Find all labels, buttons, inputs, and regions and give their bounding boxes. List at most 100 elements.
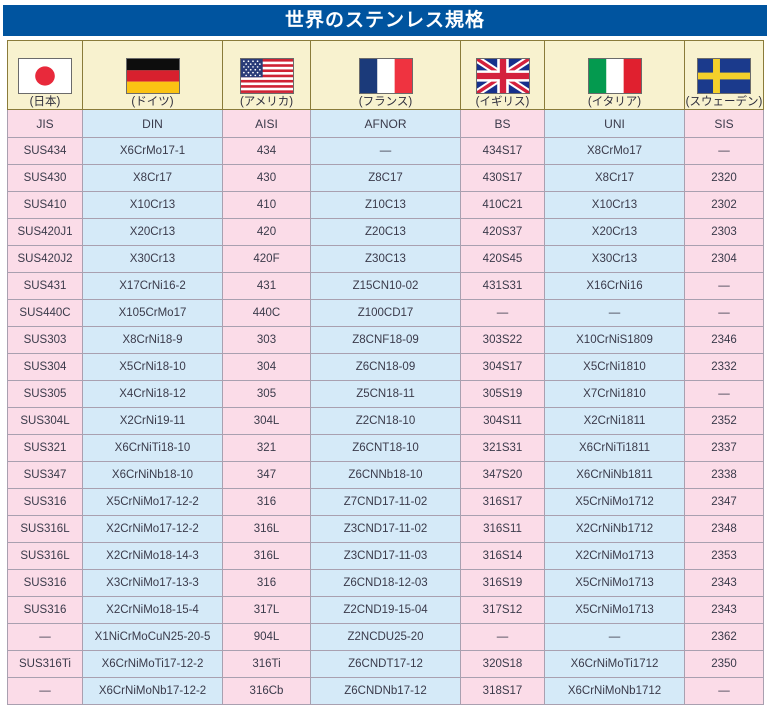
table-row: SUS410 X10Cr13 410 Z10C13 410C21 X10Cr13 2302 <box>7 191 764 219</box>
cell-aisi: 305 <box>222 380 311 408</box>
column-header-sis: SIS <box>684 109 764 138</box>
cell-bs: 317S12 <box>460 596 545 624</box>
flag-uk-icon <box>475 57 530 94</box>
table-row: SUS316 X2CrNiMo18-15-4 317L Z2CND19-15-04 31… <box>7 596 764 624</box>
cell-afnor: Z100CD17 <box>310 299 461 327</box>
cell-aisi: 420F <box>222 245 311 273</box>
cell-sis: 2337 <box>684 434 764 462</box>
cell-afnor: Z30C13 <box>310 245 461 273</box>
table-row: SUS316L X2CrNiMo18-14-3 316L Z3CND17-11-03 3… <box>7 542 764 570</box>
cell-uni: — <box>544 299 685 327</box>
cell-aisi: 410 <box>222 191 311 219</box>
column-header-bs: BS <box>460 109 545 138</box>
cell-afnor: Z2NCDU25-20 <box>310 623 461 651</box>
cell-sis: 2303 <box>684 218 764 246</box>
cell-jis: SUS321 <box>7 434 83 462</box>
cell-uni: — <box>544 623 685 651</box>
country-label: (イタリア) <box>587 95 642 108</box>
cell-afnor: Z3CND17-11-03 <box>310 542 461 570</box>
cell-jis: SUS316Ti <box>7 650 83 678</box>
flag-usa-icon <box>239 57 294 94</box>
cell-afnor: Z7CND17-11-02 <box>310 488 461 516</box>
cell-sis: — <box>684 272 764 300</box>
cell-bs: — <box>460 299 545 327</box>
cell-jis: SUS305 <box>7 380 83 408</box>
cell-bs: 303S22 <box>460 326 545 354</box>
cell-bs: 420S37 <box>460 218 545 246</box>
cell-jis: — <box>7 677 83 705</box>
cell-din: X2CrNiMo18-14-3 <box>82 542 223 570</box>
cell-sis: — <box>684 677 764 705</box>
cell-bs: 420S45 <box>460 245 545 273</box>
cell-uni: X2CrNiMo1713 <box>544 542 685 570</box>
cell-din: X17CrNi16-2 <box>82 272 223 300</box>
cell-uni: X10CrNiS1809 <box>544 326 685 354</box>
cell-bs: 316S17 <box>460 488 545 516</box>
table-row: SUS420J2 X30Cr13 420F Z30C13 420S45 X30Cr13 23… <box>7 245 764 273</box>
standards-table-body: (日本) (ドイツ) ( <box>7 40 764 705</box>
cell-jis: SUS431 <box>7 272 83 300</box>
flag-italy-icon <box>587 57 642 94</box>
cell-jis: SUS430 <box>7 164 83 192</box>
cell-afnor: Z2CN18-10 <box>310 407 461 435</box>
cell-afnor: Z5CN18-11 <box>310 380 461 408</box>
table-row: SUS304 X5CrNi18-10 304 Z6CN18-09 304S17 X5CrN… <box>7 353 764 381</box>
cell-uni: X8CrMo17 <box>544 137 685 165</box>
country-label: (日本) <box>29 95 61 108</box>
cell-uni: X6CrNiNb1811 <box>544 461 685 489</box>
table-row: SUS316 X3CrNiMo17-13-3 316 Z6CND18-12-03 316… <box>7 569 764 597</box>
cell-jis: SUS420J2 <box>7 245 83 273</box>
cell-afnor: Z6CNT18-10 <box>310 434 461 462</box>
table-row: SUS316L X2CrNiMo17-12-2 316L Z3CND17-11-02 3… <box>7 515 764 543</box>
cell-afnor: Z6CN18-09 <box>310 353 461 381</box>
cell-afnor: Z6CND18-12-03 <box>310 569 461 597</box>
standards-table: (日本) (ドイツ) ( <box>7 40 764 705</box>
cell-bs: 304S11 <box>460 407 545 435</box>
cell-afnor: Z8CNF18-09 <box>310 326 461 354</box>
flag-japan-icon <box>18 57 72 94</box>
column-header-din: DIN <box>82 109 223 138</box>
country-label: (ドイツ) <box>131 95 174 108</box>
cell-bs: 320S18 <box>460 650 545 678</box>
cell-uni: X2CrNiNb1712 <box>544 515 685 543</box>
table-row: SUS303 X8CrNi18-9 303 Z8CNF18-09 303S22 X10Cr… <box>7 326 764 354</box>
cell-uni: X16CrNi16 <box>544 272 685 300</box>
standards-table-container: (日本) (ドイツ) ( <box>7 40 764 705</box>
cell-din: X10Cr13 <box>82 191 223 219</box>
cell-afnor: Z15CN10-02 <box>310 272 461 300</box>
cell-aisi: 316L <box>222 515 311 543</box>
cell-sis: 2347 <box>684 488 764 516</box>
cell-uni: X6CrNiMoNb1712 <box>544 677 685 705</box>
cell-sis: 2320 <box>684 164 764 192</box>
cell-sis: 2362 <box>684 623 764 651</box>
table-row: — X6CrNiMoNb17-12-2 316Cb Z6CNDNb17-12 318S1… <box>7 677 764 705</box>
cell-sis: — <box>684 137 764 165</box>
cell-afnor: Z10C13 <box>310 191 461 219</box>
country-label: (スウェーデン) <box>685 95 763 108</box>
cell-uni: X8Cr17 <box>544 164 685 192</box>
cell-aisi: 316 <box>222 569 311 597</box>
cell-din: X2CrNiMo17-12-2 <box>82 515 223 543</box>
cell-aisi: 430 <box>222 164 311 192</box>
cell-afnor: Z3CND17-11-02 <box>310 515 461 543</box>
table-row: SUS430 X8Cr17 430 Z8C17 430S17 X8Cr17 2320 <box>7 164 764 192</box>
cell-bs: 434S17 <box>460 137 545 165</box>
table-row: SUS431 X17CrNi16-2 431 Z15CN10-02 431S31 X16C… <box>7 272 764 300</box>
cell-uni: X20Cr13 <box>544 218 685 246</box>
cell-aisi: 317L <box>222 596 311 624</box>
cell-bs: 410C21 <box>460 191 545 219</box>
cell-jis: SUS410 <box>7 191 83 219</box>
cell-jis: SUS304L <box>7 407 83 435</box>
cell-jis: SUS347 <box>7 461 83 489</box>
column-header-aisi: AISI <box>222 109 311 138</box>
column-header-uni: UNI <box>544 109 685 138</box>
cell-afnor: Z2CND19-15-04 <box>310 596 461 624</box>
title-banner: 世界のステンレス規格 <box>3 5 767 36</box>
cell-aisi: 321 <box>222 434 311 462</box>
cell-jis: SUS304 <box>7 353 83 381</box>
cell-afnor: — <box>310 137 461 165</box>
cell-din: X105CrMo17 <box>82 299 223 327</box>
cell-aisi: 347 <box>222 461 311 489</box>
column-header-row: JIS DIN AISI AFNOR BS UNI SIS <box>7 109 764 138</box>
cell-sis: 2304 <box>684 245 764 273</box>
